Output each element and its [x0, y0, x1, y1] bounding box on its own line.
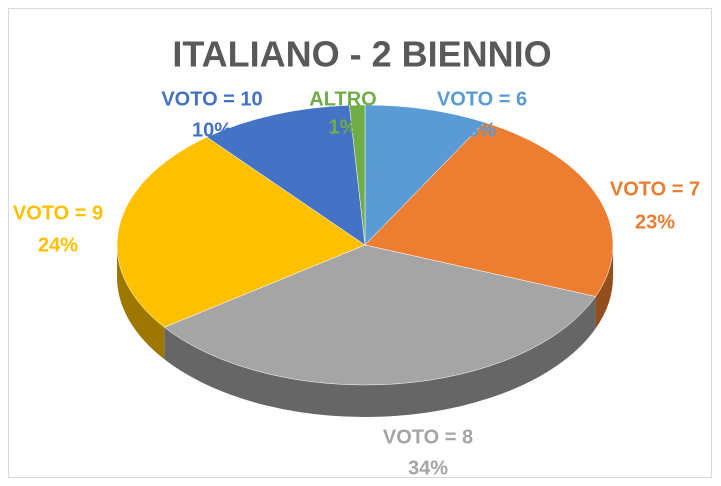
slice-side	[117, 245, 165, 360]
slice-side	[595, 245, 613, 329]
pie-sides	[117, 245, 613, 417]
slice-side	[164, 296, 596, 417]
labels: VOTO = 6 8% VOTO = 7 23% VOTO = 8 34% VOTO = 9…	[13, 88, 700, 479]
slice	[349, 104, 366, 246]
value-label: 1%	[329, 116, 358, 138]
category-label: VOTO = 9	[13, 202, 103, 224]
pie-tops	[116, 104, 614, 386]
category-label: VOTO = 10	[161, 88, 262, 110]
value-label: 23%	[635, 211, 675, 233]
value-label: 24%	[38, 234, 78, 256]
category-label: VOTO = 7	[610, 178, 700, 200]
category-label: VOTO = 8	[383, 426, 473, 448]
slice	[206, 105, 366, 246]
value-label: 10%	[192, 119, 232, 141]
value-label: 8%	[468, 119, 497, 141]
slice	[116, 136, 366, 328]
slice	[163, 244, 597, 386]
slice	[364, 104, 485, 246]
value-label: 34%	[408, 457, 448, 479]
slice	[364, 122, 614, 297]
category-label: VOTO = 6	[437, 88, 527, 110]
category-label: ALTRO	[309, 88, 376, 110]
chart-title: ITALIANO - 2 BIENNIO	[172, 34, 551, 75]
